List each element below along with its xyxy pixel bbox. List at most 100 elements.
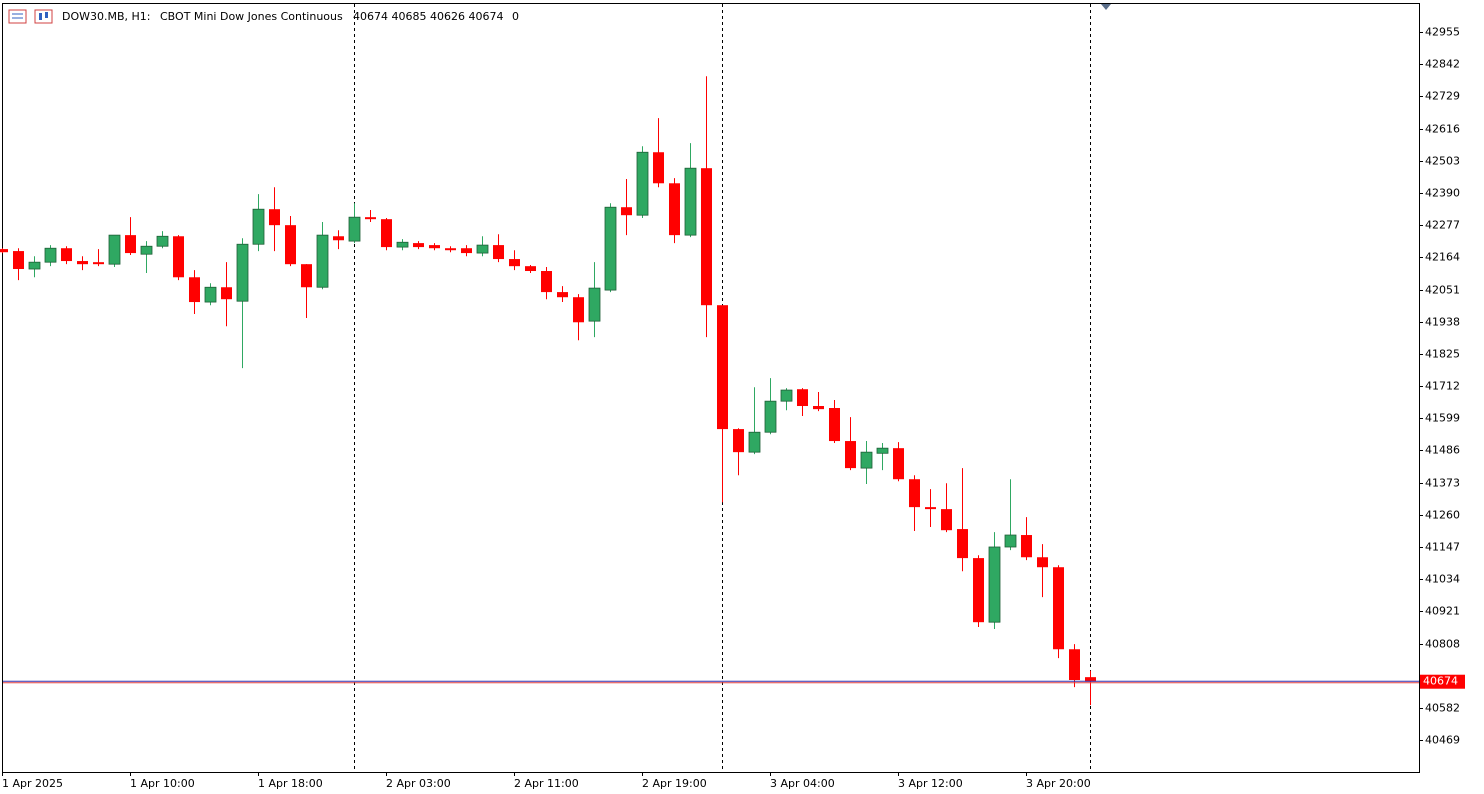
candle-body [733,429,744,453]
x-tick-label: 1 Apr 18:00 [258,777,323,790]
x-tick-label: 3 Apr 04:00 [770,777,835,790]
candle-body [957,529,968,559]
candle-body [445,248,456,251]
y-tick-label: 41373 [1425,477,1460,490]
candle-body [252,208,265,245]
candle-body [1069,649,1080,681]
x-tick-label: 3 Apr 12:00 [898,777,963,790]
y-tick-label: 42842 [1425,58,1460,71]
candle-body [973,558,984,623]
candle-body [541,271,552,293]
y-tick-label: 42051 [1425,284,1460,297]
candle-body [909,479,920,508]
candle-body [140,245,153,255]
candle-body [333,236,344,241]
candle-body [621,207,632,216]
x-tick-label: 1 Apr 2025 [2,777,63,790]
y-tick-label: 41825 [1425,348,1460,361]
candle-body [701,168,712,306]
candle-body [125,235,136,254]
candle-body [636,151,649,216]
candle-body [173,236,184,278]
candle-body [476,244,489,254]
candle-body [269,209,280,226]
y-tick-label: 40469 [1425,734,1460,747]
candle-body [797,389,808,407]
x-tick-label: 2 Apr 19:00 [642,777,707,790]
candle-body [493,245,504,260]
y-tick-label: 40582 [1425,702,1460,715]
candle-body [348,216,361,242]
candle-body [1053,567,1064,650]
icon [8,9,27,24]
candle-body [876,447,889,454]
candle-body [221,287,232,300]
y-tick-label: 42955 [1425,26,1460,39]
candle-body [365,217,376,220]
y-tick-label: 42390 [1425,187,1460,200]
candle-body [588,287,601,322]
candle-body [381,219,392,248]
candle-body [396,241,409,248]
candle-body [684,167,697,236]
candle-body [813,406,824,410]
y-tick-label: 41712 [1425,380,1460,393]
candle-body [28,261,41,270]
candle-body [93,262,104,265]
candle-body [413,243,424,248]
candle-body [525,266,536,272]
y-tick-label: 42164 [1425,251,1460,264]
quote: 40674 40685 40626 40674 [353,10,503,23]
candle-body [604,206,617,291]
volume: 0 [512,10,519,23]
y-tick-label: 40808 [1425,638,1460,651]
y-tick-label: 42503 [1425,155,1460,168]
icon [34,9,53,24]
y-tick-label: 41599 [1425,412,1460,425]
x-tick-label: 2 Apr 03:00 [386,777,451,790]
price-label: 40674 [1423,675,1458,688]
y-tick-label: 41147 [1425,541,1460,554]
candle-body [13,251,24,270]
candle-body [108,234,121,265]
candle-body [1004,534,1017,548]
y-tick-label: 42277 [1425,219,1460,232]
candle-body [236,243,249,302]
symbol: DOW30.MB, H1: [62,10,151,23]
candle-body [44,247,57,263]
candle-body [717,305,728,430]
candle-body [285,225,296,265]
candle-body [669,183,680,236]
plot-frame [2,3,1420,773]
candle-body [461,248,472,254]
toolbar-icons [8,9,53,24]
candle-body [509,259,520,267]
x-tick-label: 2 Apr 11:00 [514,777,579,790]
candle-body [988,546,1001,623]
y-tick-label: 42729 [1425,90,1460,103]
candle-body [204,286,217,303]
candle-body [77,261,88,265]
shift-marker [1101,4,1111,10]
y-tick-label: 40921 [1425,605,1460,618]
candle-body [189,277,200,303]
candle-body [1085,677,1096,682]
candle-body [780,389,793,402]
candle-body [429,245,440,249]
y-tick-label: 41486 [1425,444,1460,457]
candle-body [860,451,873,469]
candle-body [0,249,8,253]
candle-body [748,431,761,453]
price-label-box [1420,674,1465,689]
y-tick-label: 41260 [1425,509,1460,522]
candle-body [557,292,568,298]
y-tick-label: 41938 [1425,316,1460,329]
candle-body [829,408,840,442]
candle-body [893,448,904,480]
icon [39,13,42,20]
candle-body [764,400,777,433]
candle-body [925,507,936,510]
